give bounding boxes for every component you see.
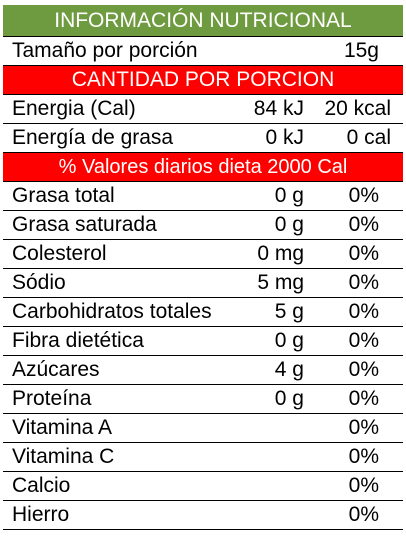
nutrient-name: Grasa total — [12, 184, 115, 207]
nutrient-row: Hierro 0% — [3, 501, 403, 530]
nutrient-name: Proteína — [12, 387, 92, 410]
nutrient-amount: 0 mg — [257, 242, 304, 265]
nutrient-percent: 0% — [348, 213, 379, 236]
fat-energy-row: Energía de grasa 0 kJ 0 cal — [3, 124, 403, 153]
nutrient-percent: 0% — [348, 184, 379, 207]
nutrition-facts-panel: INFORMACIÓN NUTRICIONAL Tamaño por porci… — [3, 5, 403, 530]
daily-values-header: % Valores diarios dieta 2000 Cal — [3, 153, 403, 182]
nutrient-percent: 0% — [348, 416, 379, 439]
nutrient-row: Azúcares 4 g 0% — [3, 356, 403, 385]
nutrient-row: Vitamina A 0% — [3, 414, 403, 443]
serving-size-value: 15g — [343, 39, 379, 62]
nutrient-name: Carbohidratos totales — [12, 300, 212, 323]
nutrient-name: Colesterol — [12, 242, 107, 265]
nutrient-amount: 5 g — [274, 300, 304, 323]
panel-title: INFORMACIÓN NUTRICIONAL — [3, 5, 403, 37]
nutrient-percent: 0% — [348, 242, 379, 265]
nutrient-amount: 0 g — [274, 184, 304, 207]
nutrient-row: Grasa saturada 0 g 0% — [3, 211, 403, 240]
nutrient-row: Sódio 5 mg 0% — [3, 269, 403, 298]
nutrient-name: Calcio — [12, 474, 71, 497]
fat-energy-label: Energía de grasa — [12, 126, 174, 149]
nutrient-percent: 0% — [348, 300, 379, 323]
serving-size-label: Tamaño por porción — [12, 39, 198, 62]
nutrient-percent: 0% — [348, 271, 379, 294]
nutrient-name: Azúcares — [12, 358, 100, 381]
nutrient-amount: 0 g — [274, 329, 304, 352]
nutrient-percent: 0% — [348, 387, 379, 410]
nutrient-percent: 0% — [348, 358, 379, 381]
nutrient-amount: 0 g — [274, 387, 304, 410]
nutrient-row: Vitamina C 0% — [3, 443, 403, 472]
nutrient-row: Proteína 0 g 0% — [3, 385, 403, 414]
nutrient-row: Calcio 0% — [3, 472, 403, 501]
nutrient-name: Vitamina C — [12, 445, 115, 468]
nutrient-row: Fibra dietética 0 g 0% — [3, 327, 403, 356]
nutrient-amount: 0 g — [274, 213, 304, 236]
energy-kcal: 20 kcal — [324, 97, 391, 120]
nutrient-name: Fibra dietética — [12, 329, 144, 352]
nutrient-percent: 0% — [348, 329, 379, 352]
nutrient-percent: 0% — [348, 474, 379, 497]
serving-size-row: Tamaño por porción 15g — [3, 37, 403, 66]
nutrient-name: Grasa saturada — [12, 213, 157, 236]
nutrient-name: Hierro — [12, 503, 70, 526]
nutrient-row: Colesterol 0 mg 0% — [3, 240, 403, 269]
nutrient-name: Sódio — [12, 271, 66, 294]
nutrient-row: Carbohidratos totales 5 g 0% — [3, 298, 403, 327]
amount-per-serving-header: CANTIDAD POR PORCION — [3, 66, 403, 95]
nutrient-row: Grasa total 0 g 0% — [3, 182, 403, 211]
nutrient-percent: 0% — [348, 503, 379, 526]
nutrient-amount: 5 mg — [257, 271, 304, 294]
energy-row: Energia (Cal) 84 kJ 20 kcal — [3, 95, 403, 124]
nutrient-amount: 4 g — [274, 358, 304, 381]
fat-energy-kj: 0 kJ — [265, 126, 304, 149]
nutrient-percent: 0% — [348, 445, 379, 468]
energy-kj: 84 kJ — [253, 97, 304, 120]
fat-energy-kcal: 0 cal — [346, 126, 391, 149]
energy-label: Energia (Cal) — [12, 97, 136, 120]
nutrient-name: Vitamina A — [12, 416, 113, 439]
nutrient-list: Grasa total 0 g 0% Grasa saturada 0 g 0% Col… — [3, 182, 403, 530]
